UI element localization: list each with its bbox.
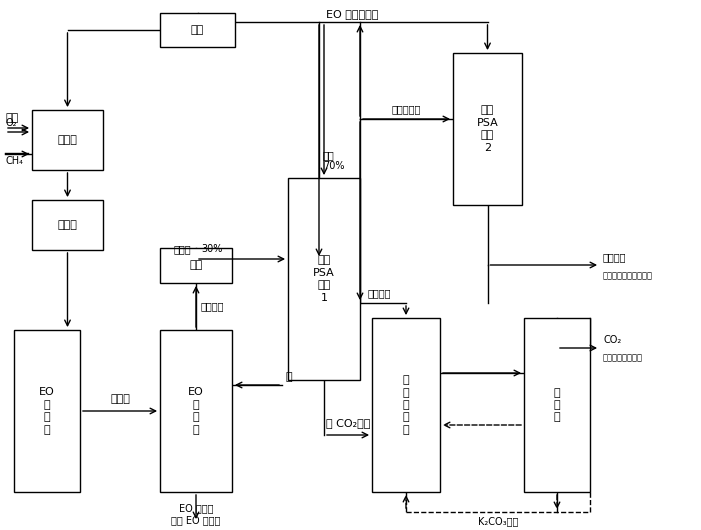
Text: 富甲烷气体: 富甲烷气体 — [392, 104, 421, 114]
Bar — [32, 110, 103, 170]
Text: 吸
收
脱
碳
塔: 吸 收 脱 碳 塔 — [402, 375, 409, 435]
Text: 压缩: 压缩 — [191, 25, 204, 35]
Text: EO 水溶液
（去 EO 精制）: EO 水溶液 （去 EO 精制） — [171, 504, 221, 525]
Bar — [160, 13, 235, 47]
Text: 水: 水 — [285, 372, 292, 382]
Text: （去回收或排放）: （去回收或排放） — [603, 353, 643, 362]
Text: 中温
PSA
浓缩
1: 中温 PSA 浓缩 1 — [313, 255, 335, 303]
Text: （去燃烧管网或排放）: （去燃烧管网或排放） — [603, 271, 653, 280]
Bar — [32, 200, 103, 250]
Bar — [160, 330, 232, 492]
Bar — [160, 248, 232, 283]
Text: 解
吸
塔: 解 吸 塔 — [554, 387, 560, 422]
Text: O₂: O₂ — [5, 118, 17, 128]
Text: 换热器: 换热器 — [57, 220, 77, 230]
Text: 乙烯: 乙烯 — [5, 113, 18, 123]
Text: 富氧气体: 富氧气体 — [603, 252, 627, 262]
Text: 富 CO₂气体: 富 CO₂气体 — [326, 418, 370, 428]
Text: K₂CO₃溶液: K₂CO₃溶液 — [478, 516, 518, 526]
Bar — [14, 330, 80, 492]
Text: 原料气: 原料气 — [173, 244, 191, 254]
Text: 混合器: 混合器 — [57, 135, 77, 145]
Text: 中温
PSA
浓缩
2: 中温 PSA 浓缩 2 — [477, 105, 498, 153]
Text: CO₂: CO₂ — [603, 335, 621, 345]
Text: CH₄: CH₄ — [5, 156, 23, 166]
Text: 反应气: 反应气 — [110, 394, 130, 404]
Text: 压缩: 压缩 — [189, 261, 203, 270]
Text: 不凝气体: 不凝气体 — [368, 288, 391, 298]
Bar — [288, 178, 360, 380]
Bar — [524, 318, 590, 492]
Bar — [453, 53, 522, 205]
Text: EO
洗
浤
塔: EO 洗 浤 塔 — [188, 387, 204, 435]
Text: 30%: 30% — [201, 244, 222, 254]
Text: EO
反
应
器: EO 反 应 器 — [39, 387, 55, 435]
Text: 不凝气体: 不凝气体 — [201, 302, 224, 312]
Bar — [372, 318, 440, 492]
Text: EO 反应循环气: EO 反应循环气 — [326, 9, 379, 19]
Text: 旁路
70%: 旁路 70% — [323, 149, 344, 171]
